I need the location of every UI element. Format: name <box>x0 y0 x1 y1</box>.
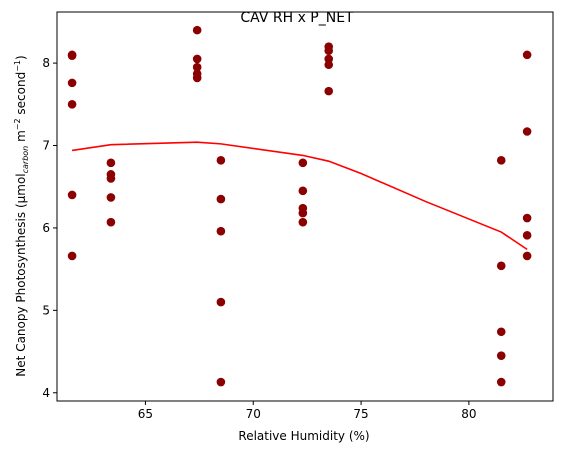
scatter-point <box>106 174 116 183</box>
scatter-point <box>324 46 334 56</box>
scatter-point <box>298 158 308 168</box>
plot-area <box>67 25 532 387</box>
scatter-point <box>496 351 506 360</box>
x-tick-label: 70 <box>246 407 261 421</box>
scatter-point <box>216 156 226 165</box>
scatter-point <box>298 208 308 218</box>
x-tick-label: 75 <box>353 407 368 421</box>
scatter-point <box>216 297 226 307</box>
x-axis-label: Relative Humidity (%) <box>238 429 369 443</box>
scatter-point <box>192 25 202 35</box>
scatter-point <box>496 377 506 387</box>
scatter-point <box>106 193 116 202</box>
y-axis: 4 5 6 7 8 <box>42 56 57 400</box>
scatter-point <box>67 251 77 261</box>
chart-title: CAV RH x P_NET <box>240 10 354 26</box>
scatter-point <box>522 251 532 261</box>
scatter-point <box>496 327 506 337</box>
y-tick-label: 7 <box>42 139 50 153</box>
scatter-point <box>522 213 532 223</box>
scatter-point <box>106 158 116 168</box>
scatter-point <box>496 261 506 271</box>
y-tick-label: 4 <box>42 386 50 400</box>
scatter-point <box>67 78 77 88</box>
scatter-point <box>298 217 308 227</box>
x-axis: 65 70 75 80 <box>138 401 477 421</box>
scatter-point <box>192 54 202 64</box>
y-tick-label: 5 <box>42 303 50 317</box>
trend-line <box>71 141 528 251</box>
scatter-point <box>192 62 202 72</box>
scatter-point <box>298 186 308 196</box>
scatter-point <box>216 194 226 204</box>
scatter-point <box>496 156 506 165</box>
scatter-point <box>324 86 334 96</box>
y-tick-label: 8 <box>42 56 50 70</box>
plot-frame <box>56 11 554 402</box>
scatter-point <box>67 190 77 200</box>
scatter-point <box>522 231 532 240</box>
scatter-point <box>192 73 202 83</box>
y-tick-label: 6 <box>42 221 50 235</box>
x-tick-label: 80 <box>461 407 476 421</box>
scatter-point <box>67 100 77 109</box>
scatter-point <box>216 226 226 236</box>
scatter-point <box>67 51 77 60</box>
scatter-point <box>324 60 334 70</box>
scatter-point <box>106 217 116 227</box>
scatter-point <box>216 377 226 387</box>
y-axis-label: Net Canopy Photosynthesis (μmolcarbon m−… <box>13 55 30 376</box>
scatter-point <box>522 127 532 136</box>
x-tick-label: 65 <box>138 407 153 421</box>
scatter-point <box>522 50 532 60</box>
